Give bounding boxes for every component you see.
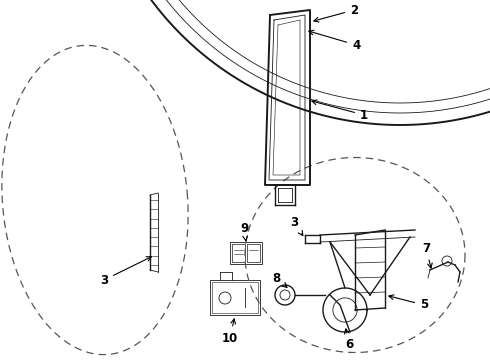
- Bar: [232, 244, 245, 262]
- Text: 4: 4: [309, 30, 360, 51]
- Text: 3: 3: [290, 216, 303, 236]
- Text: 5: 5: [389, 295, 428, 311]
- Text: 2: 2: [314, 4, 358, 22]
- Text: 1: 1: [312, 100, 368, 122]
- Bar: [247, 244, 260, 262]
- Bar: [230, 242, 262, 264]
- Text: 8: 8: [272, 271, 287, 287]
- Text: 7: 7: [422, 242, 432, 268]
- Text: 3: 3: [100, 257, 151, 287]
- Text: 6: 6: [344, 329, 353, 351]
- Text: 10: 10: [222, 319, 238, 345]
- Bar: [212, 282, 258, 313]
- Bar: [210, 280, 260, 315]
- Text: 9: 9: [240, 221, 248, 241]
